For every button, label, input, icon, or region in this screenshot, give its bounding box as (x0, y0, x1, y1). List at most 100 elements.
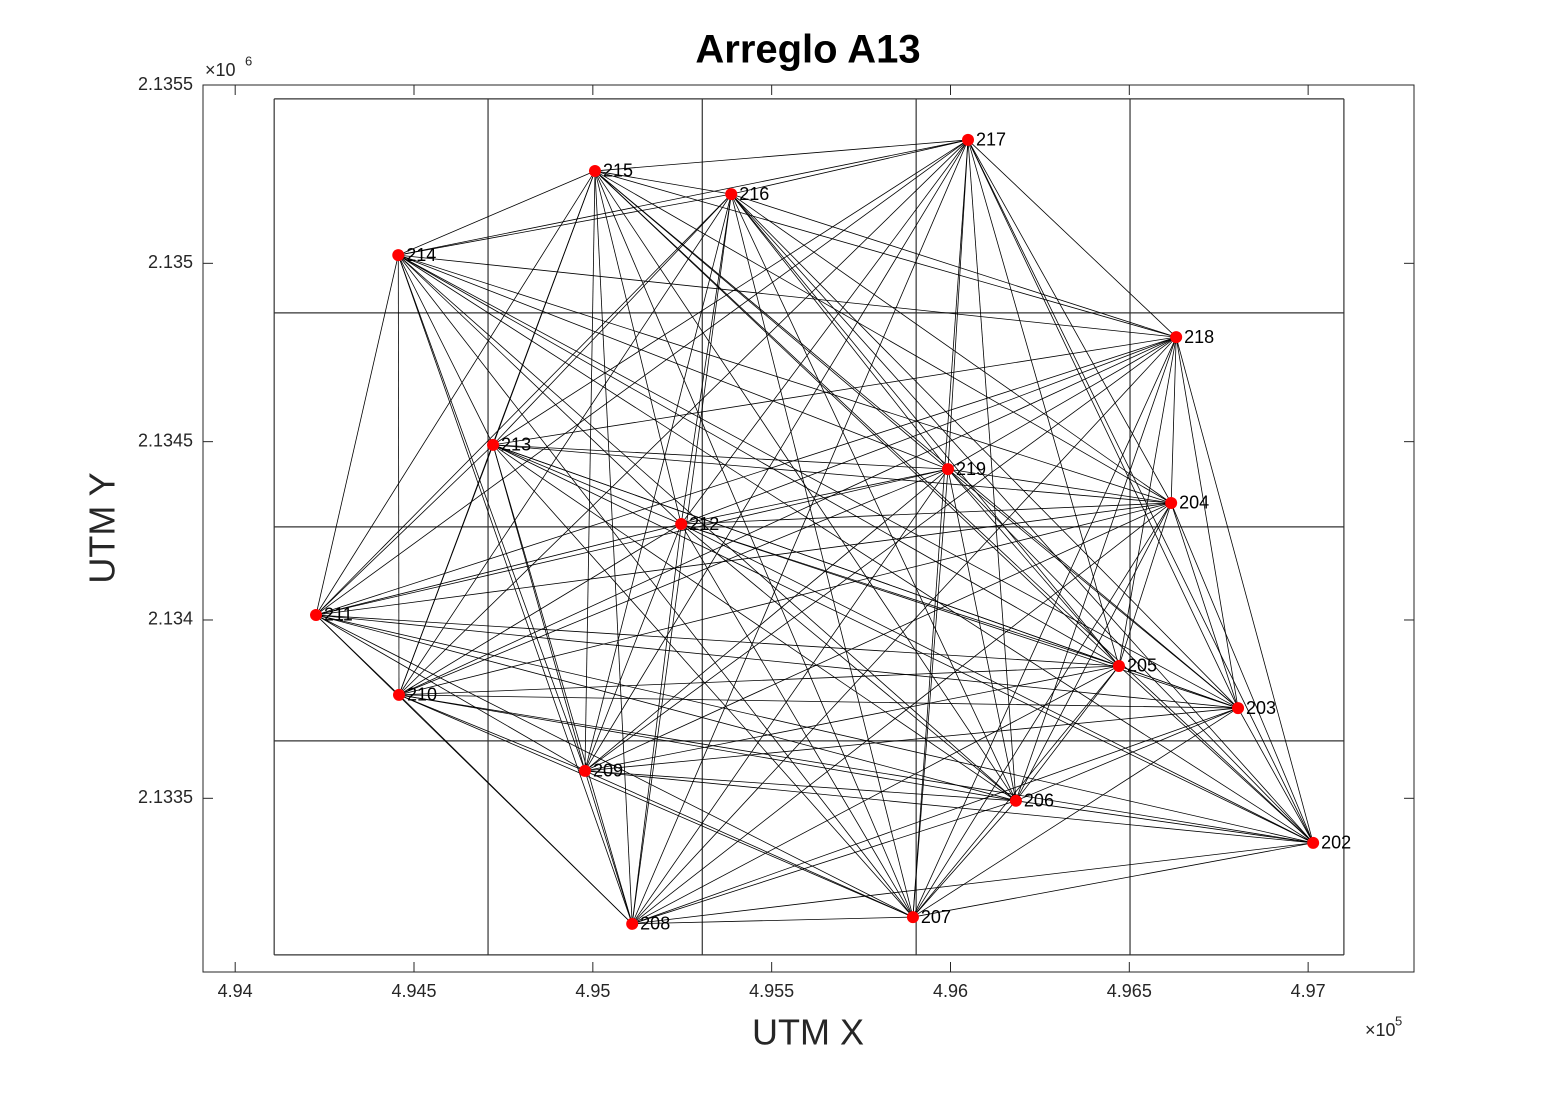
connection-line (594, 170, 1172, 504)
connection-line (912, 707, 1239, 918)
connection-line (584, 665, 1120, 772)
point-label: 212 (689, 514, 719, 534)
y-tick-label: 2.1335 (138, 787, 193, 807)
connection-line (315, 336, 1177, 616)
point-label: 214 (406, 245, 436, 265)
connection-line (967, 139, 1017, 801)
point-label: 211 (324, 605, 353, 625)
point-label: 219 (956, 459, 986, 479)
point (392, 249, 405, 262)
connection-line (584, 194, 732, 771)
connection-line (492, 139, 969, 446)
point-label: 217 (976, 130, 1006, 150)
connection-line (680, 523, 914, 918)
connection-line (398, 193, 732, 696)
connection-line (1015, 337, 1177, 801)
connection-line (398, 665, 1119, 696)
connection-line (493, 444, 949, 470)
point-label: 209 (593, 761, 623, 781)
connection-line (398, 694, 1314, 844)
point-label: 204 (1179, 493, 1209, 513)
point (487, 438, 500, 451)
connection-line (397, 254, 586, 771)
connection-line (492, 444, 1017, 802)
y-tick-label: 2.135 (148, 252, 193, 272)
connection-line (398, 694, 914, 918)
y-multiplier-exponent: 6 (245, 53, 252, 68)
x-multiplier-exponent: 5 (1395, 1013, 1402, 1028)
connection-line (315, 139, 969, 616)
connection-line (315, 614, 1314, 844)
connection-line (492, 444, 633, 924)
connection-line (492, 193, 732, 446)
connection-line (584, 707, 1239, 772)
connection-line (492, 444, 586, 771)
connection-line (1118, 337, 1177, 667)
y-axis-label: UTM Y (82, 472, 123, 583)
connection-line (398, 254, 1017, 802)
connection-line (631, 665, 1120, 925)
connection-line (681, 336, 1177, 525)
connection-line (398, 523, 682, 696)
axes-box (202, 84, 1415, 973)
connection-line (1237, 707, 1314, 844)
connection-line (594, 139, 969, 172)
connection-line (1170, 502, 1239, 709)
y-multiplier: ×10 (205, 60, 236, 80)
connection-line (315, 170, 596, 616)
x-tick-label: 4.955 (749, 981, 794, 1001)
point-label: 207 (921, 907, 951, 927)
point-label: 203 (1246, 698, 1276, 718)
connection-line (594, 170, 1017, 802)
connection-line (632, 800, 1017, 925)
connection-line (584, 170, 596, 771)
connection-line (594, 170, 682, 525)
connection-line (681, 523, 1120, 667)
point (392, 688, 405, 701)
x-tick-label: 4.95 (575, 981, 610, 1001)
x-tick-label: 4.945 (391, 981, 436, 1001)
connection-line (594, 170, 1120, 667)
connection-line (594, 170, 949, 470)
point-label: 208 (640, 914, 670, 934)
connection-line (315, 468, 949, 616)
connection-line (398, 254, 1314, 844)
connection-line (398, 193, 732, 256)
connection-line (398, 254, 1239, 709)
point-label: 205 (1127, 656, 1157, 676)
connection-line (731, 193, 1177, 338)
connection-line (398, 444, 494, 696)
x-tick-label: 4.97 (1291, 981, 1326, 1001)
connection-line (681, 468, 949, 525)
point (1232, 702, 1245, 715)
connection-line (912, 800, 1017, 918)
point (962, 133, 975, 146)
connection-line (912, 842, 1314, 918)
connection-line (594, 170, 633, 924)
connection-line (584, 336, 1177, 772)
connection-line (1170, 502, 1314, 844)
connection-line (398, 468, 949, 696)
point (1307, 836, 1320, 849)
connection-line (398, 694, 586, 772)
point (725, 188, 738, 201)
connection-line (315, 523, 682, 616)
connection-line (730, 193, 1120, 667)
point (941, 463, 954, 476)
point-label: 206 (1024, 791, 1054, 811)
point (626, 917, 639, 930)
connection-line (967, 139, 1120, 667)
connection-line (967, 139, 1239, 709)
connection-line (1170, 337, 1177, 504)
x-axis-label: UTM X (752, 1012, 864, 1053)
connection-line (631, 523, 682, 924)
connection-line (584, 139, 969, 772)
connection-line (632, 842, 1314, 925)
connection-line (594, 170, 1177, 338)
connection-line (315, 502, 1172, 616)
x-multiplier: ×10 (1365, 1020, 1396, 1040)
connection-line (594, 170, 914, 918)
connection-line (1015, 800, 1314, 844)
connection-line (398, 254, 1120, 667)
connection-line (397, 255, 400, 695)
